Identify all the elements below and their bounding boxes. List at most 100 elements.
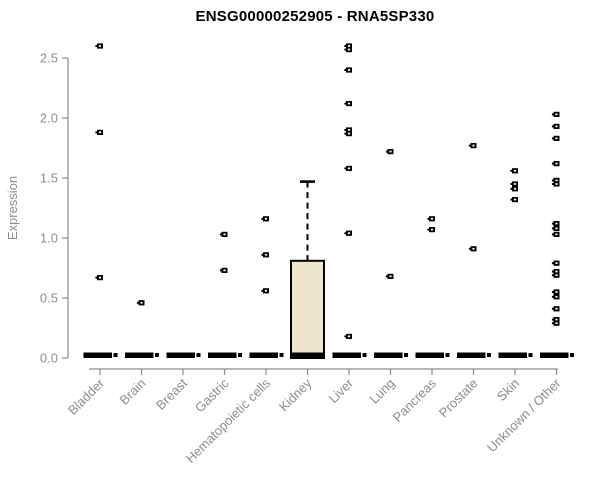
outlier-point	[551, 291, 554, 293]
outlier-point	[510, 198, 513, 201]
outlier-point-center	[555, 113, 558, 116]
outlier-point	[468, 247, 471, 250]
x-tick-label: Liver	[326, 375, 357, 406]
outlier-point-center	[430, 228, 434, 231]
outlier-point-center	[472, 144, 475, 147]
outlier-point	[510, 169, 513, 172]
outlier-point-center	[140, 301, 143, 304]
outlier-point	[344, 45, 347, 47]
outlier-point	[385, 275, 388, 278]
outlier-point	[510, 187, 513, 190]
outlier-point	[551, 179, 554, 182]
outlier-point	[344, 102, 347, 105]
collapsed-box-nub	[570, 353, 574, 357]
outlier-point-center	[347, 102, 351, 105]
outlier-point	[551, 227, 554, 230]
outlier-point-center	[347, 167, 351, 170]
outlier-point-center	[555, 179, 558, 182]
collapsed-box-nub	[238, 353, 242, 357]
outlier-point	[344, 132, 347, 135]
collapsed-box	[415, 352, 444, 358]
outlier-point	[551, 322, 554, 325]
outlier-point	[551, 125, 554, 128]
outlier-point-center	[555, 318, 558, 321]
outlier-point-center	[472, 247, 475, 250]
outlier-point	[551, 318, 554, 321]
y-tick-label: 1.5	[40, 171, 58, 186]
outlier-point-center	[555, 291, 558, 293]
outlier-point-center	[555, 274, 558, 276]
outlier-point	[551, 162, 554, 165]
outlier-point	[551, 262, 554, 265]
outlier-point-center	[555, 270, 558, 273]
outlier-point-center	[555, 307, 558, 310]
outlier-point-center	[347, 45, 351, 47]
outlier-point	[95, 276, 98, 279]
outlier-point-center	[555, 137, 558, 140]
outlier-point	[344, 48, 347, 51]
x-tick-label: Lung	[367, 376, 398, 407]
outlier-point	[344, 232, 347, 235]
outlier-point	[261, 289, 264, 292]
outlier-point-center	[347, 335, 351, 338]
outlier-point	[510, 183, 513, 185]
outlier-point	[551, 233, 554, 236]
outlier-point	[551, 137, 554, 140]
collapsed-box-nub	[155, 353, 159, 357]
outlier-point-center	[264, 253, 268, 256]
outlier-point	[385, 150, 388, 153]
outlier-point	[427, 228, 430, 231]
collapsed-box-nub	[196, 353, 201, 357]
outlier-point-center	[555, 262, 558, 264]
collapsed-box	[166, 352, 195, 358]
collapsed-box-nub	[113, 353, 118, 357]
x-tick-label: Bladder	[65, 375, 108, 418]
outlier-point-center	[264, 289, 268, 292]
x-tick-label: Gastric	[192, 375, 232, 415]
outlier-point	[551, 270, 554, 273]
outlier-point-center	[347, 69, 351, 71]
y-tick-label: 0.5	[40, 291, 58, 306]
outlier-point-center	[347, 129, 351, 131]
collapsed-box	[249, 352, 278, 358]
collapsed-box	[83, 352, 112, 358]
outlier-point-center	[347, 232, 351, 234]
outlier-point-center	[430, 217, 434, 220]
collapsed-box	[374, 352, 403, 358]
collapsed-box-nub	[487, 353, 491, 357]
outlier-point-center	[264, 217, 268, 220]
outlier-point	[344, 129, 347, 131]
outlier-point-center	[555, 183, 558, 185]
outlier-point-center	[98, 45, 102, 47]
outlier-point	[344, 167, 347, 170]
y-tick-label: 0.0	[40, 351, 58, 366]
collapsed-box-nub	[404, 353, 408, 357]
y-tick-label: 1.0	[40, 231, 58, 246]
outlier-point-center	[98, 131, 102, 134]
median-line	[290, 352, 325, 359]
outlier-point-center	[555, 322, 558, 324]
x-tick-label: Pancreas	[390, 375, 440, 425]
outlier-point-center	[513, 198, 517, 201]
outlier-point	[427, 217, 430, 220]
outlier-point-center	[513, 187, 517, 190]
outlier-point	[136, 301, 139, 304]
outlier-point-center	[555, 162, 558, 165]
outlier-point	[219, 269, 222, 272]
collapsed-box	[125, 352, 154, 358]
collapsed-box	[540, 352, 569, 358]
y-axis-title: Expression	[5, 176, 20, 240]
outlier-point	[468, 144, 471, 147]
outlier-point-center	[555, 222, 558, 225]
collapsed-box	[332, 352, 361, 358]
outlier-point-center	[513, 169, 517, 172]
outlier-point	[551, 274, 554, 277]
collapsed-box-nub	[362, 353, 367, 357]
outlier-point-center	[555, 125, 558, 128]
outlier-point-center	[347, 132, 351, 135]
collapsed-box	[208, 352, 237, 358]
outlier-point	[551, 222, 554, 225]
chart-title: ENSG00000252905 - RNA5SP330	[195, 8, 435, 25]
